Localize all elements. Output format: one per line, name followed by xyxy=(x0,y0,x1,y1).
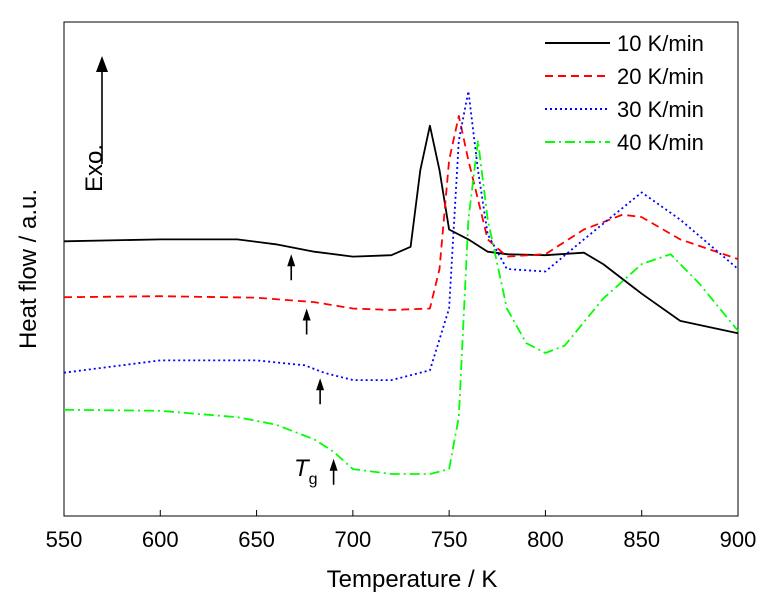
x-axis-ticks: 550 600 650 700 750 800 850 900 xyxy=(46,510,757,552)
legend-label-4: 40 K/min xyxy=(617,130,704,155)
tg-arrow-head-3 xyxy=(316,378,325,391)
x-tick-label: 650 xyxy=(238,527,275,552)
tg-arrows xyxy=(287,254,338,485)
series-line-3 xyxy=(63,90,739,381)
x-tick-label: 800 xyxy=(527,527,564,552)
y-axis-title: Heat flow / a.u. xyxy=(15,189,42,349)
exo-annotation: Exo. xyxy=(81,56,108,192)
series-line-2 xyxy=(63,115,739,311)
plot-frame xyxy=(63,21,739,517)
series-layer xyxy=(63,90,739,475)
tg-arrow-head-4 xyxy=(329,458,338,471)
x-tick-label: 850 xyxy=(623,527,660,552)
legend: 10 K/min 20 K/min 30 K/min 40 K/min xyxy=(545,31,704,155)
x-axis-title: Temperature / K xyxy=(327,566,498,593)
tg-arrow-head-2 xyxy=(302,308,311,321)
series-line-1 xyxy=(63,124,739,335)
legend-label-1: 10 K/min xyxy=(617,31,704,56)
legend-label-3: 30 K/min xyxy=(617,97,704,122)
exo-arrow-head xyxy=(96,56,108,72)
tg-label: Tg xyxy=(294,455,318,488)
x-tick-label: 550 xyxy=(46,527,83,552)
x-tick-label: 700 xyxy=(334,527,371,552)
x-tick-label: 750 xyxy=(431,527,468,552)
exo-label: Exo. xyxy=(81,144,108,192)
series-line-4 xyxy=(63,139,739,475)
x-tick-label: 600 xyxy=(142,527,179,552)
x-tick-label: 900 xyxy=(720,527,757,552)
tg-arrow-head-1 xyxy=(287,254,296,267)
legend-label-2: 20 K/min xyxy=(617,64,704,89)
tg-label-subscript: g xyxy=(309,471,318,488)
tg-label-main: T xyxy=(294,455,311,482)
